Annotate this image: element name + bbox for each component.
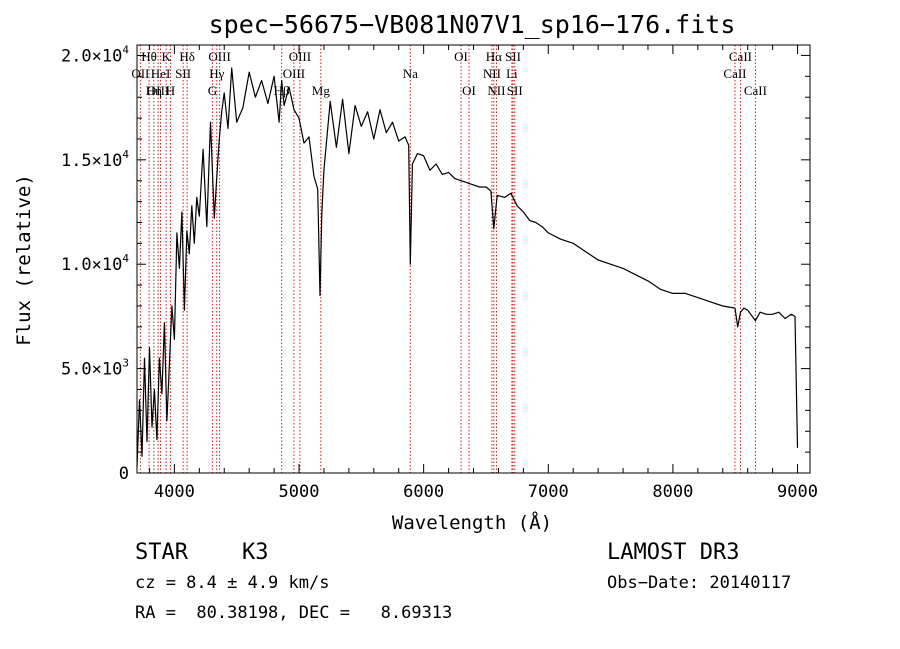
spectral-line-label: Hβ	[274, 83, 290, 98]
x-tick-label: 6000	[403, 482, 444, 502]
x-tick-label: 4000	[154, 482, 195, 502]
spectral-line-label: Hη	[146, 83, 162, 98]
spectral-line-label: Hθ	[141, 49, 157, 64]
spectral-line-label: HeI	[151, 66, 171, 81]
ticks-layer: 4000 5000 6000 7000 8000 9000 0 5.0×103 1.0×104 1…	[61, 43, 818, 502]
spectral-line-label: Mg	[312, 83, 331, 98]
y-tick-label: 0	[119, 464, 129, 484]
plot-frame	[136, 44, 811, 474]
y-tick-label: 5.0×103	[61, 357, 129, 380]
y-tick-label: 1.5×104	[61, 148, 129, 171]
spectral-subclass: K3	[242, 540, 269, 565]
chart-title: spec−56675−VB081N07V1_sp16−176.fits	[209, 10, 736, 39]
object-class: STAR	[135, 540, 188, 565]
x-tick-label: 7000	[528, 482, 569, 502]
spectral-line-label: Hγ	[209, 66, 224, 81]
survey-name: LAMOST DR3	[607, 540, 740, 565]
spectral-line-label: Na	[403, 66, 418, 81]
coordinates: RA = 80.38198, DEC = 8.69313	[135, 603, 453, 623]
spectral-line-label: CaII	[744, 83, 767, 98]
series-layer	[136, 67, 799, 467]
y-tick-label: 1.0×104	[61, 252, 129, 275]
spectral-line-label: SII	[175, 66, 191, 81]
spectral-line-label: Hδ	[179, 49, 195, 64]
spectral-line-label: NII	[483, 66, 501, 81]
x-tick-label: 8000	[652, 482, 693, 502]
spectral-lines-layer	[139, 45, 756, 473]
spectral-line-label: OI	[462, 83, 476, 98]
spectral-line-label: CaII	[729, 49, 752, 64]
spectral-line-label: OIII	[147, 83, 169, 98]
y-axis-label: Flux (relative)	[13, 174, 35, 346]
spectral-line-label: OI	[454, 49, 468, 64]
redshift-value: cz = 8.4 ± 4.9 km/s	[135, 573, 330, 593]
spectral-line-label: G	[208, 83, 217, 98]
y-tick-label: 2.0×104	[61, 43, 129, 66]
x-tick-label: 9000	[777, 482, 818, 502]
spectral-line-label: OIII	[283, 66, 305, 81]
spectral-line-label: Hα	[486, 49, 502, 64]
spectral-line-label: SII	[505, 49, 521, 64]
x-tick-label: 5000	[279, 482, 320, 502]
spectral-line-label: OII	[131, 66, 149, 81]
spectral-line-label: NII	[487, 83, 505, 98]
spectrum-line	[136, 67, 799, 467]
spectral-line-label: CaII	[723, 66, 746, 81]
spectral-line-label: K	[161, 49, 171, 64]
spectral-line-label: OIII	[208, 49, 230, 64]
spectral-line-label: H	[166, 83, 175, 98]
spectral-line-label: Li	[506, 66, 518, 81]
observation-date: Obs−Date: 20140117	[607, 573, 792, 593]
spectral-line-label: OIII	[289, 49, 311, 64]
spectral-line-label: SII	[507, 83, 523, 98]
x-axis-label: Wavelength (Å)	[392, 511, 552, 534]
